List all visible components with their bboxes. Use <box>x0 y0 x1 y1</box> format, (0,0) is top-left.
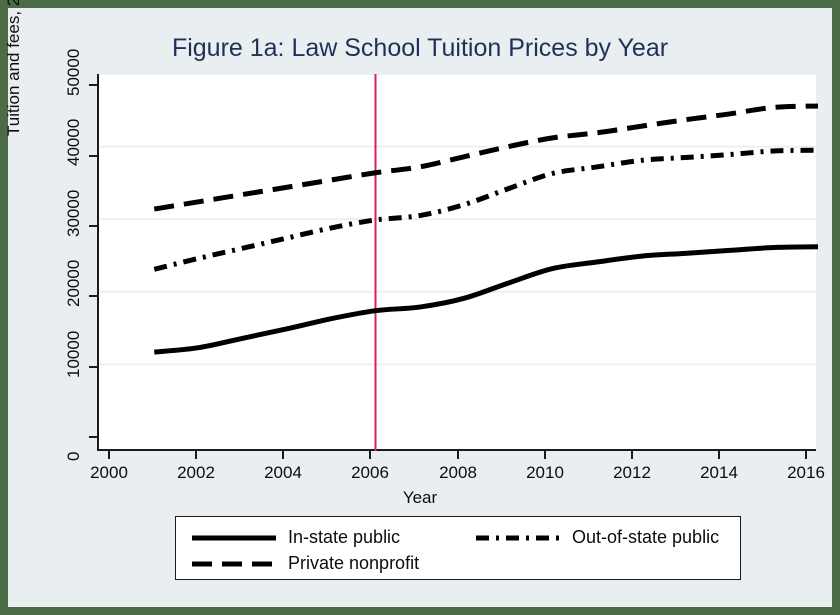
x-tickmark-2006 <box>369 451 371 459</box>
figure-container: Figure 1a: Law School Tuition Prices by … <box>4 0 832 607</box>
y-tickmark-0 <box>89 436 97 438</box>
y-tickmark-10000 <box>89 366 97 368</box>
x-tick-label-2006: 2006 <box>351 463 389 482</box>
x-axis-title: Year <box>402 488 438 507</box>
legend-label-out-of-state-public: Out-of-state public <box>572 527 720 547</box>
x-tick-label-2016: 2016 <box>787 463 825 482</box>
data-series <box>153 103 818 355</box>
y-tickmark-50000 <box>89 84 97 86</box>
plot-area <box>97 74 818 451</box>
legend: In-state public Out-of-state public Priv… <box>175 516 741 580</box>
x-tickmark-2008 <box>457 451 459 459</box>
gridlines <box>99 74 818 366</box>
x-tickmark-2012 <box>631 451 633 459</box>
series-line-in-state-public <box>154 244 818 355</box>
y-tickmark-20000 <box>89 295 97 297</box>
x-tick-label-2000: 2000 <box>90 463 128 482</box>
y-tick-label-0: 0 <box>64 451 83 461</box>
legend-entry-out-of-state-public: Out-of-state public <box>472 525 732 551</box>
y-tick-label-50000: 50000 <box>64 48 83 96</box>
x-tick-label-2002: 2002 <box>177 463 215 482</box>
series-line-out-of-state-public <box>153 147 818 272</box>
y-tick-label-10000: 10000 <box>64 330 83 378</box>
x-tickmark-2000 <box>108 451 110 459</box>
x-tick-label-2014: 2014 <box>700 463 738 482</box>
legend-label-private-nonprofit: Private nonprofit <box>288 553 420 573</box>
y-tick-label-40000: 40000 <box>64 118 83 166</box>
x-tickmark-2010 <box>544 451 546 459</box>
y-tickmark-40000 <box>89 155 97 157</box>
x-tick-label-2004: 2004 <box>264 463 302 482</box>
page-title: Figure 1a: Law School Tuition Prices by … <box>171 34 669 62</box>
x-tickmark-2002 <box>195 451 197 459</box>
legend-key-solid-icon <box>192 535 276 541</box>
x-tick-label-2012: 2012 <box>613 463 651 482</box>
legend-label-in-state-public: In-state public <box>288 527 401 547</box>
x-tick-label-2010: 2010 <box>526 463 564 482</box>
legend-entry-private-nonprofit: Private nonprofit <box>188 551 438 577</box>
y-tick-label-20000: 20000 <box>64 259 83 307</box>
legend-entry-in-state-public: In-state public <box>188 525 438 551</box>
y-axis-title: Tuition and fees, 2016 $ <box>4 0 23 136</box>
x-tickmark-2016 <box>805 451 807 459</box>
series-line-private-nonprofit <box>153 103 818 212</box>
chart-canvas <box>99 74 818 451</box>
x-tick-label-2008: 2008 <box>439 463 477 482</box>
x-tickmark-2014 <box>718 451 720 459</box>
y-tickmark-30000 <box>89 225 97 227</box>
legend-key-dash-dot-icon <box>476 535 560 541</box>
legend-key-dashed-icon <box>192 561 276 567</box>
y-tick-label-30000: 30000 <box>64 189 83 237</box>
x-tickmark-2004 <box>282 451 284 459</box>
